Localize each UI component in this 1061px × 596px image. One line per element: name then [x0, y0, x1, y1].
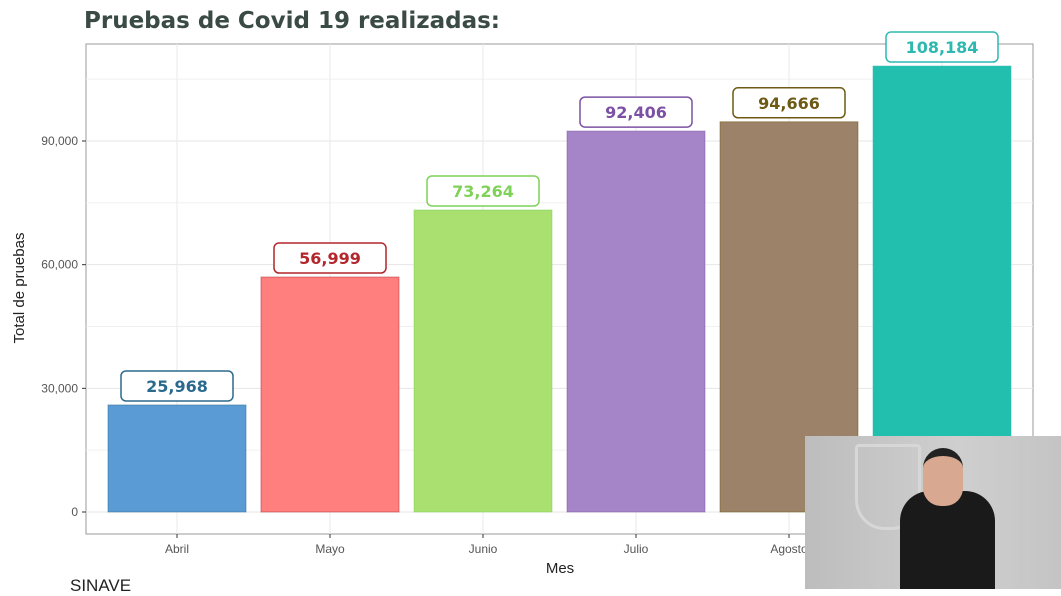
- x-tick-label: Mayo: [315, 542, 345, 556]
- data-label-box: [120, 370, 234, 402]
- y-axis-label: Total de pruebas: [11, 233, 28, 344]
- data-label: 73,264: [452, 182, 514, 201]
- data-label-box: [426, 175, 540, 207]
- data-label: 56,999: [299, 249, 361, 268]
- bar-julio: [566, 130, 706, 513]
- bar-abril: [107, 404, 247, 513]
- x-axis-label: Mes: [546, 560, 574, 577]
- interpreter-video: [805, 436, 1061, 589]
- x-tick-label: Abril: [165, 542, 189, 556]
- x-tick-label: Julio: [624, 542, 649, 556]
- data-label: 94,666: [758, 94, 820, 113]
- data-label: 108,184: [906, 38, 979, 57]
- data-label-box: [732, 87, 846, 119]
- data-label-box: [885, 31, 999, 63]
- data-label: 25,968: [146, 377, 208, 396]
- y-tick-label: 60,000: [41, 258, 78, 272]
- source-label: SINAVE: [70, 576, 132, 595]
- data-label: 92,406: [605, 103, 667, 122]
- interpreter-head: [923, 448, 963, 506]
- interpreter-body: [900, 491, 995, 589]
- x-tick-label: Agosto: [770, 542, 808, 556]
- y-tick-label: 30,000: [41, 381, 78, 395]
- bar-mayo: [260, 276, 400, 513]
- chart-title: Pruebas de Covid 19 realizadas:: [84, 8, 500, 34]
- data-label-box: [273, 242, 387, 274]
- y-tick-label: 0: [71, 505, 78, 519]
- x-tick-label: Junio: [469, 542, 498, 556]
- shield-logo-icon: [855, 444, 921, 530]
- bar-junio: [413, 209, 553, 513]
- y-tick-label: 90,000: [41, 134, 78, 148]
- data-label-box: [579, 96, 693, 128]
